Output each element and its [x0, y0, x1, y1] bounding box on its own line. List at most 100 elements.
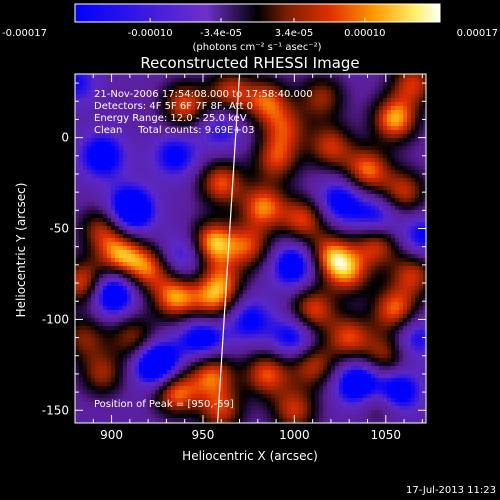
heatmap-cell — [207, 206, 212, 211]
heatmap-cell — [139, 250, 144, 255]
heatmap-cell — [183, 226, 188, 231]
heatmap-cell — [371, 274, 376, 279]
heatmap-cell — [215, 134, 220, 139]
heatmap-cell — [343, 190, 348, 195]
heatmap-cell — [351, 130, 356, 135]
heatmap-cell — [367, 278, 372, 283]
heatmap-cell — [259, 238, 264, 243]
heatmap-cell — [219, 114, 224, 119]
heatmap-cell — [295, 190, 300, 195]
heatmap-cell — [267, 258, 272, 263]
heatmap-cell — [407, 290, 412, 295]
heatmap-cell — [415, 166, 420, 171]
heatmap-cell — [83, 90, 88, 95]
heatmap-cell — [339, 154, 344, 159]
heatmap-cell — [295, 194, 300, 199]
heatmap-cell — [391, 234, 396, 239]
heatmap-cell — [131, 170, 136, 175]
heatmap-cell — [75, 142, 80, 147]
heatmap-cell — [247, 190, 252, 195]
heatmap-cell — [191, 258, 196, 263]
heatmap-cell — [199, 90, 204, 95]
heatmap-cell — [179, 266, 184, 271]
heatmap-cell — [327, 214, 332, 219]
heatmap-cell — [187, 138, 192, 143]
heatmap-cell — [419, 270, 424, 275]
heatmap-cell — [83, 102, 88, 107]
heatmap-cell — [75, 98, 80, 103]
heatmap-cell — [383, 246, 388, 251]
heatmap-cell — [291, 118, 296, 123]
heatmap-cell — [259, 250, 264, 255]
heatmap-cell — [263, 186, 268, 191]
heatmap-cell — [371, 154, 376, 159]
heatmap-cell — [135, 250, 140, 255]
heatmap-cell — [191, 106, 196, 111]
heatmap-cell — [175, 214, 180, 219]
heatmap-cell — [347, 218, 352, 223]
heatmap-cell — [119, 210, 124, 215]
heatmap-cell — [371, 94, 376, 99]
heatmap-cell — [363, 294, 368, 299]
heatmap-cell — [407, 258, 412, 263]
heatmap-cell — [407, 150, 412, 155]
heatmap-cell — [311, 258, 316, 263]
heatmap-cell — [139, 290, 144, 295]
heatmap-cell — [307, 202, 312, 207]
heatmap-cell — [251, 98, 256, 103]
heatmap-cell — [423, 262, 426, 267]
heatmap-cell — [283, 230, 288, 235]
heatmap-cell — [83, 114, 88, 119]
heatmap-cell — [131, 90, 136, 95]
heatmap-cell — [403, 90, 408, 95]
heatmap-cell — [335, 114, 340, 119]
heatmap-cell — [335, 130, 340, 135]
heatmap-cell — [87, 154, 92, 159]
heatmap-cell — [207, 138, 212, 143]
heatmap-cell — [319, 98, 324, 103]
heatmap-cell — [207, 202, 212, 207]
heatmap-cell — [323, 246, 328, 251]
heatmap-cell — [175, 158, 180, 163]
heatmap-cell — [75, 234, 80, 239]
heatmap-cell — [139, 186, 144, 191]
heatmap-cell — [399, 166, 404, 171]
heatmap-cell — [387, 210, 392, 215]
heatmap-cell — [179, 74, 184, 79]
heatmap-cell — [303, 162, 308, 167]
heatmap-cell — [355, 262, 360, 267]
heatmap-cell — [275, 94, 280, 99]
heatmap-cell — [327, 262, 332, 267]
heatmap-cell — [175, 170, 180, 175]
heatmap-cell — [251, 94, 256, 99]
heatmap-cell — [267, 78, 272, 83]
heatmap-cell — [311, 246, 316, 251]
heatmap-cell — [159, 106, 164, 111]
heatmap-cell — [87, 78, 92, 83]
heatmap-cell — [395, 74, 400, 79]
heatmap-cell — [119, 286, 124, 291]
heatmap-cell — [143, 186, 148, 191]
heatmap-cell — [323, 82, 328, 87]
heatmap-cell — [219, 118, 224, 123]
heatmap-cell — [359, 142, 364, 147]
heatmap-cell — [339, 194, 344, 199]
heatmap-cell — [267, 242, 272, 247]
heatmap-cell — [159, 86, 164, 91]
heatmap-cell — [143, 134, 148, 139]
heatmap-cell — [399, 202, 404, 207]
heatmap-cell — [351, 226, 356, 231]
heatmap-cell — [215, 250, 220, 255]
heatmap-cell — [303, 210, 308, 215]
heatmap-cell — [415, 234, 420, 239]
heatmap-cell — [207, 154, 212, 159]
heatmap-cell — [95, 122, 100, 127]
heatmap-cell — [331, 198, 336, 203]
heatmap-cell — [231, 290, 236, 295]
heatmap-cell — [271, 110, 276, 115]
heatmap-cell — [207, 150, 212, 155]
heatmap-cell — [387, 102, 392, 107]
heatmap-cell — [339, 82, 344, 87]
heatmap-cell — [83, 178, 88, 183]
heatmap-cell — [411, 166, 416, 171]
